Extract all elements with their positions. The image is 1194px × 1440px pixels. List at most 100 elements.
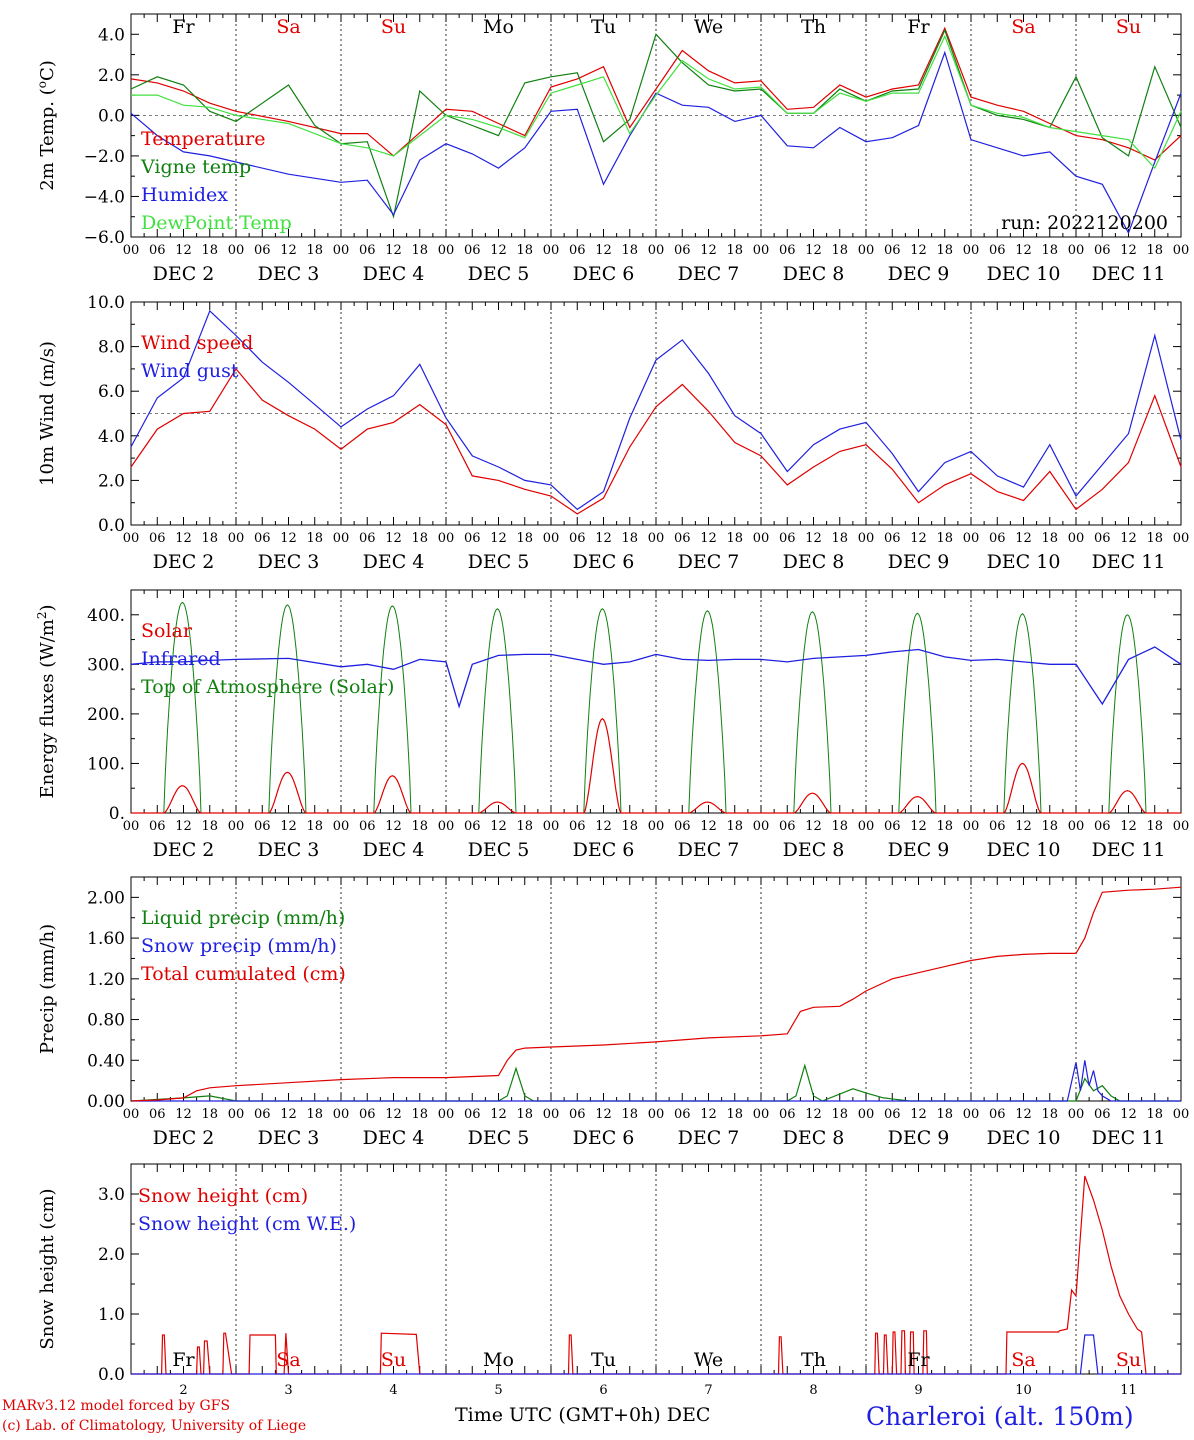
date-label: DEC 6: [573, 839, 635, 861]
hour-tick-label: 06: [989, 819, 1006, 834]
hour-tick-label: 00: [543, 243, 560, 258]
legend-entry: Wind speed: [141, 332, 253, 354]
weekday-label: Th: [801, 16, 826, 38]
hour-tick-label: 00: [648, 819, 665, 834]
hour-tick-label: 06: [569, 243, 586, 258]
date-label: DEC 9: [888, 263, 950, 285]
hour-tick-label: 12: [175, 243, 192, 258]
date-label: DEC 11: [1092, 551, 1166, 573]
hour-tick-label: 00: [753, 819, 770, 834]
day-number-label: 6: [599, 1383, 607, 1398]
hour-tick-label: 12: [280, 531, 297, 546]
y-tick-label: 2.0: [98, 1245, 125, 1265]
legend-entry: Top of Atmosphere (Solar): [141, 676, 394, 698]
hour-tick-label: 12: [700, 819, 717, 834]
weekday-label: Th: [801, 1349, 826, 1371]
date-label: DEC 11: [1092, 263, 1166, 285]
hour-tick-label: 06: [359, 819, 376, 834]
legend-entry: Temperature: [141, 128, 265, 150]
x-axis-unit: DEC: [666, 1404, 711, 1426]
hour-tick-label: 00: [123, 1107, 140, 1122]
date-label: DEC 9: [888, 1127, 950, 1149]
date-label: DEC 11: [1092, 1127, 1166, 1149]
y-axis-title: Energy fluxes (W/m2): [35, 604, 58, 798]
y-tick-label: 2.00: [87, 888, 125, 908]
hour-tick-label: 06: [674, 1107, 691, 1122]
panel-5: 3.0 2.0 1.0 0.0 Snow height (cm) 2 3 4 5 6 7 8 9 10 11…: [37, 1163, 1182, 1398]
hour-tick-label: 12: [175, 531, 192, 546]
date-label: DEC 2: [153, 1127, 215, 1149]
hour-tick-label: 06: [569, 819, 586, 834]
weekday-label: Tu: [591, 16, 616, 38]
model-credit: MARv3.12 model forced by GFS: [2, 1398, 231, 1414]
y-tick-label: 1.20: [87, 970, 125, 990]
hour-tick-label: 18: [726, 1107, 743, 1122]
y-tick-label: 1.0: [98, 1305, 125, 1325]
y-axis-title: Precip (mm/h): [37, 924, 58, 1054]
hour-tick-label: 18: [306, 1107, 323, 1122]
hour-tick-label: 12: [805, 819, 822, 834]
panel-1: 4.0 2.0 0.0 −2.0 −4.0 −6.0 2m Temp. (oC) 00 06 12…: [35, 13, 1189, 285]
hour-tick-label: 06: [779, 531, 796, 546]
hour-tick-label: 00: [543, 1107, 560, 1122]
y-tick-label: 8.0: [98, 338, 125, 358]
hour-tick-label: 06: [674, 819, 691, 834]
y-tick-label: −4.0: [84, 187, 125, 207]
legend-entry: Wind gust: [141, 360, 239, 382]
hour-tick-label: 06: [464, 1107, 481, 1122]
solar-line: [131, 718, 1181, 814]
hour-tick-label: 12: [910, 243, 927, 258]
y-tick-label: 0.80: [87, 1011, 125, 1031]
y-tick-label: 0.0: [98, 516, 125, 536]
day-number-label: 9: [914, 1383, 922, 1398]
hour-tick-label: 06: [359, 1107, 376, 1122]
hour-tick-label: 06: [569, 1107, 586, 1122]
hour-tick-label: 00: [228, 819, 245, 834]
hour-tick-label: 06: [779, 819, 796, 834]
hour-tick-label: 06: [1094, 1107, 1111, 1122]
hour-tick-label: 18: [1146, 1107, 1163, 1122]
station-name: Charleroi (alt. 150m): [866, 1402, 1134, 1431]
weekday-label: Mo: [483, 16, 514, 38]
weekday-label: Sa: [276, 1349, 300, 1371]
day-number-label: 10: [1015, 1383, 1032, 1398]
hour-tick-label: 06: [254, 819, 271, 834]
hour-tick-label: 06: [1094, 243, 1111, 258]
hour-tick-label: 12: [490, 531, 507, 546]
hour-tick-label: 06: [149, 531, 166, 546]
hour-tick-label: 18: [201, 531, 218, 546]
infrared-line: [130, 646, 1182, 709]
weekday-label: Su: [381, 1349, 406, 1371]
hour-tick-label: 00: [228, 243, 245, 258]
date-label: DEC 10: [987, 839, 1061, 861]
hour-tick-label: 00: [333, 243, 350, 258]
hour-tick-label: 00: [333, 1107, 350, 1122]
hour-tick-label: 06: [1094, 819, 1111, 834]
series-line-3: [130, 886, 1182, 1102]
y-tick-label: 200.: [87, 705, 125, 725]
hour-tick-label: 00: [1068, 531, 1085, 546]
date-label: DEC 4: [363, 1127, 425, 1149]
hour-tick-label: 06: [674, 243, 691, 258]
hour-tick-label: 18: [936, 1107, 953, 1122]
y-tick-label: 10.0: [87, 293, 125, 313]
hour-tick-label: 00: [438, 819, 455, 834]
date-label: DEC 2: [153, 839, 215, 861]
weekday-label: Mo: [483, 1349, 514, 1371]
hour-tick-label: 00: [438, 1107, 455, 1122]
weekday-label: Su: [1116, 1349, 1141, 1371]
y-tick-label: 4.0: [98, 25, 125, 45]
hour-tick-label: 00: [123, 819, 140, 834]
weekday-label: Sa: [1011, 1349, 1035, 1371]
hour-tick-label: 12: [490, 819, 507, 834]
legend-entry: Vigne temp: [140, 156, 251, 178]
date-label: DEC 6: [573, 551, 635, 573]
degree-sign: o: [35, 81, 49, 88]
y-tick-label: 0.0: [98, 106, 125, 126]
run-label: run: 2022120200: [1001, 212, 1168, 234]
hour-tick-label: 00: [228, 1107, 245, 1122]
date-label: DEC 4: [363, 839, 425, 861]
series-line-3: [130, 50, 1182, 235]
hour-tick-label: 06: [569, 531, 586, 546]
y-tick-label: 0.: [109, 804, 125, 824]
